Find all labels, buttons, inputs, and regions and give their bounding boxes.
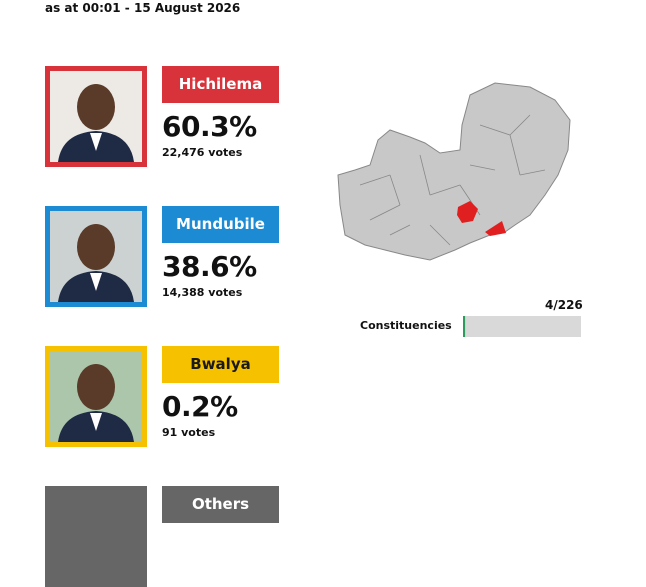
vote-percent: 60.3% — [162, 110, 257, 143]
page: as at 00:01 - 15 August 2026 Hichilema 60… — [45, 1, 583, 587]
portrait-head — [77, 84, 115, 130]
portrait — [50, 351, 142, 442]
vote-count: 91 votes — [162, 426, 216, 439]
candidate-name: Mundubile — [162, 206, 279, 243]
candidate-name: Hichilema — [162, 66, 279, 103]
candidate-photo — [45, 206, 147, 307]
region-won — [485, 221, 506, 236]
subtitle: as at 00:01 - 15 August 2026 — [45, 1, 241, 15]
candidate-photo — [45, 486, 147, 587]
country-shape — [337, 82, 571, 261]
region-won — [457, 201, 478, 223]
portrait-shirt — [90, 133, 102, 151]
portrait-shirt — [90, 273, 102, 291]
vote-percent: 0.2% — [162, 390, 238, 423]
vote-count: 14,388 votes — [162, 286, 243, 299]
portrait-head — [77, 364, 115, 410]
portrait — [50, 211, 142, 302]
vote-percent: 38.6% — [162, 250, 257, 283]
map — [337, 82, 571, 261]
progress-fill — [463, 316, 466, 337]
portrait-shirt — [90, 413, 102, 431]
boundaries — [359, 114, 546, 246]
candidate-photo — [45, 66, 147, 167]
progress-bar — [463, 316, 581, 337]
candidate-name: Bwalya — [162, 346, 279, 383]
portrait-head — [77, 224, 115, 270]
portrait — [50, 71, 142, 162]
candidate-photo — [45, 346, 147, 447]
progress-label: 4/226 — [545, 298, 583, 312]
progress-track — [463, 316, 581, 337]
candidate-name: Others — [162, 486, 279, 523]
progress-name: Constituencies — [360, 319, 452, 332]
vote-count: 22,476 votes — [162, 146, 243, 159]
